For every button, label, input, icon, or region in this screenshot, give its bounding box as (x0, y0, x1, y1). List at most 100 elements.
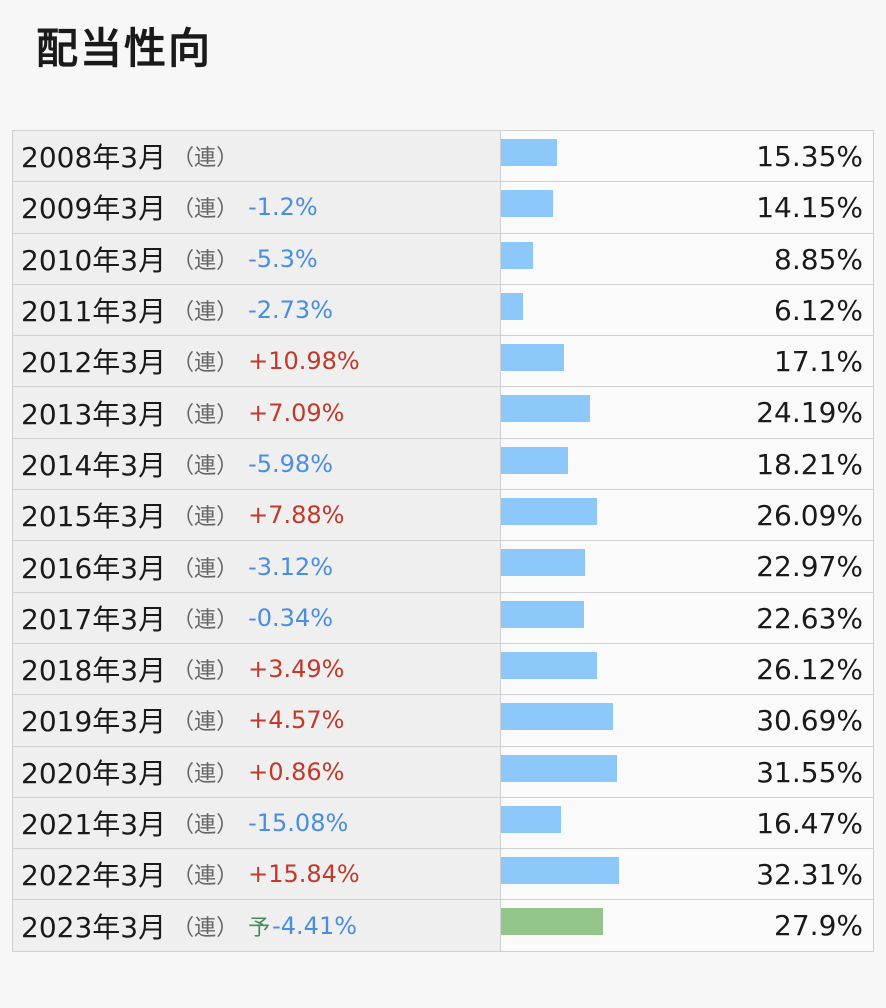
value-label: 31.55% (756, 755, 863, 789)
payout-bar (501, 241, 534, 269)
payout-bar (501, 600, 584, 628)
value-cell: 32.31% (500, 848, 874, 901)
period-cell: 2008年3月 （連） (12, 129, 501, 183)
table-row: 2015年3月 （連） +7.88% 26.09% (12, 489, 874, 542)
payout-bar (501, 139, 558, 166)
period-cell: 2018年3月 （連） +3.49% (12, 642, 501, 696)
change-label: -4.41% (272, 911, 358, 940)
payout-ratio-table: 2008年3月 （連） 15.35% 2009年3月 （連） -1.2% 14.15% 201… (12, 129, 874, 952)
change-label: +15.84% (248, 860, 360, 889)
table-row: 2017年3月 （連） -0.34% 22.63% (12, 591, 874, 644)
payout-bar (501, 703, 614, 731)
table-row: 2021年3月 （連） -15.08% 16.47% (12, 796, 874, 850)
table-row: 2018年3月 （連） +3.49% 26.12% (12, 642, 874, 696)
change-label: +7.88% (248, 501, 345, 530)
payout-bar (501, 549, 586, 577)
table-body: 2008年3月 （連） 15.35% 2009年3月 （連） -1.2% 14.15% 201… (12, 129, 874, 952)
period-cell: 2011年3月 （連） -2.73% (12, 283, 501, 337)
period-cell: 2020年3月 （連） +0.86% (12, 745, 501, 798)
payout-bar (501, 651, 597, 679)
change-label: +0.86% (248, 757, 345, 786)
change-label: -2.73% (248, 296, 333, 325)
period-label: 2023年3月 (21, 910, 167, 944)
value-label: 16.47% (756, 806, 863, 840)
period-label: 2009年3月 (21, 192, 167, 226)
value-cell: 18.21% (500, 437, 874, 491)
value-label: 14.15% (756, 191, 863, 225)
value-label: 26.09% (756, 499, 863, 533)
consolidated-label: （連） (172, 607, 239, 633)
consolidated-label: （連） (172, 813, 239, 838)
table-row: 2023年3月 （連） 予-4.41% 27.9% (12, 899, 874, 952)
period-label: 2014年3月 (21, 448, 167, 482)
period-cell: 2016年3月 （連） -3.12% (12, 540, 501, 593)
value-cell: 30.69% (500, 694, 874, 747)
table-row: 2016年3月 （連） -3.12% 22.97% (12, 540, 874, 593)
table-row: 2009年3月 （連） -1.2% 14.15% (12, 181, 874, 234)
period-cell: 2012年3月 （連） +10.98% (12, 335, 501, 388)
value-cell: 16.47% (500, 796, 874, 850)
consolidated-label: （連） (172, 402, 239, 428)
payout-bar (501, 857, 620, 885)
period-label: 2015年3月 (21, 500, 167, 534)
consolidated-label: （連） (172, 915, 239, 941)
change-label: +10.98% (248, 347, 360, 376)
period-label: 2022年3月 (21, 859, 167, 893)
forecast-label: 予 (248, 915, 271, 941)
change-label: -15.08% (248, 809, 349, 837)
payout-bar (501, 498, 597, 526)
table-row: 2022年3月 （連） +15.84% 32.31% (12, 848, 874, 901)
value-label: 18.21% (756, 447, 863, 481)
period-label: 2012年3月 (21, 346, 167, 380)
payout-bar (501, 395, 590, 423)
payout-bar (501, 292, 524, 320)
change-label: -5.3% (248, 244, 318, 273)
value-label: 8.85% (774, 242, 863, 276)
value-label: 32.31% (756, 858, 863, 892)
consolidated-label: （連） (172, 146, 239, 172)
table-row: 2010年3月 （連） -5.3% 8.85% (12, 232, 874, 285)
table-row: 2013年3月 （連） +7.09% 24.19% (12, 386, 874, 439)
consolidated-label: （連） (172, 248, 239, 274)
consolidated-label: （連） (172, 453, 239, 479)
value-cell: 24.19% (500, 386, 874, 439)
value-label: 6.12% (774, 293, 863, 327)
table-row: 2012年3月 （連） +10.98% 17.1% (12, 335, 874, 388)
change-label: -1.2% (248, 193, 318, 222)
value-cell: 22.97% (500, 540, 874, 593)
period-label: 2013年3月 (21, 397, 167, 431)
value-cell: 27.9% (500, 899, 874, 952)
value-label: 24.19% (756, 396, 863, 430)
period-label: 2010年3月 (21, 243, 167, 277)
value-label: 26.12% (756, 652, 863, 686)
period-label: 2019年3月 (21, 705, 167, 739)
table-row: 2011年3月 （連） -2.73% 6.12% (12, 283, 874, 337)
value-cell: 15.35% (500, 129, 874, 183)
value-cell: 26.09% (500, 489, 874, 542)
forecast-bar (501, 908, 604, 936)
payout-bar (501, 754, 617, 782)
period-label: 2016年3月 (21, 551, 167, 585)
value-label: 15.35% (756, 140, 863, 173)
period-cell: 2021年3月 （連） -15.08% (12, 796, 501, 850)
payout-bar (501, 190, 553, 218)
period-cell: 2015年3月 （連） +7.88% (12, 489, 501, 542)
consolidated-label: （連） (172, 761, 239, 787)
period-cell: 2014年3月 （連） -5.98% (12, 437, 501, 491)
change-label: +7.09% (248, 398, 345, 427)
consolidated-label: （連） (172, 864, 239, 890)
change-label: +4.57% (248, 706, 345, 735)
period-label: 2011年3月 (21, 295, 167, 329)
table-row: 2014年3月 （連） -5.98% 18.21% (12, 437, 874, 491)
change-label: -5.98% (248, 449, 333, 478)
period-cell: 2017年3月 （連） -0.34% (12, 591, 501, 644)
payout-bar (501, 805, 562, 833)
period-cell: 2013年3月 （連） +7.09% (12, 386, 501, 439)
period-label: 2018年3月 (21, 654, 167, 688)
value-cell: 6.12% (500, 283, 874, 337)
consolidated-label: （連） (172, 659, 239, 685)
value-label: 17.1% (774, 345, 863, 379)
change-label: -0.34% (248, 603, 333, 632)
period-cell: 2022年3月 （連） +15.84% (12, 848, 501, 901)
